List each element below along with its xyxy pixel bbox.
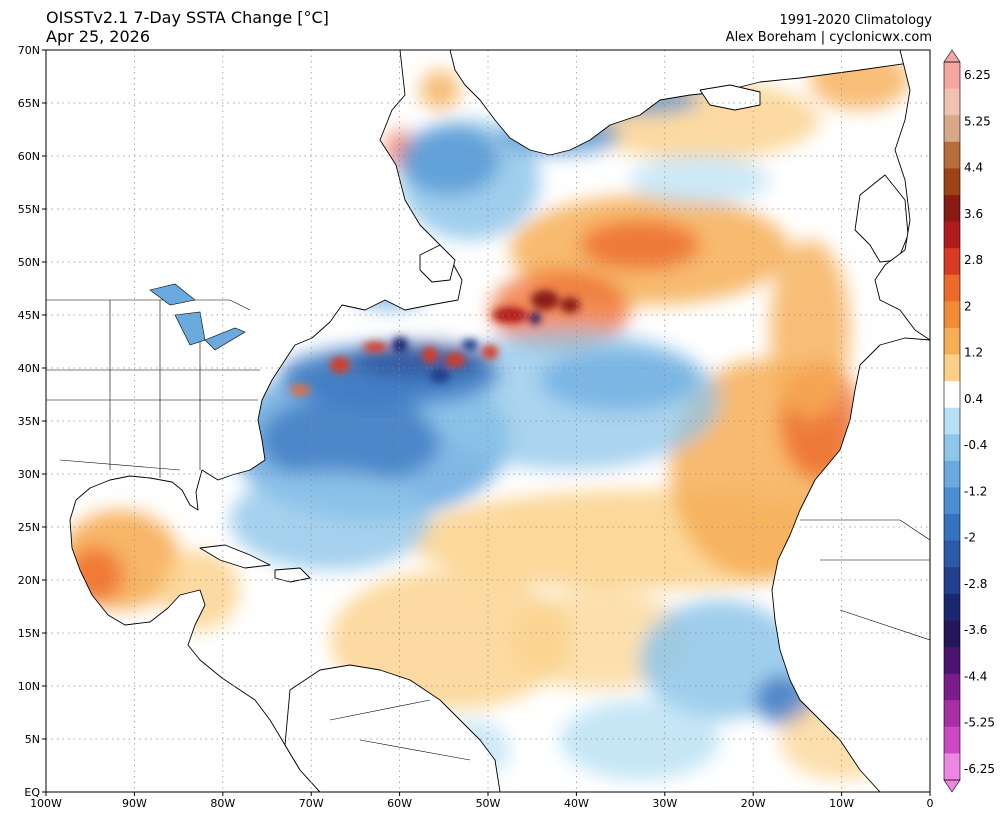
lat-tick-label: 35N (18, 415, 40, 428)
colorbar-label: 4.4 (964, 161, 983, 175)
lon-tick-label: 90W (122, 797, 147, 810)
lat-tick-label: 65N (18, 97, 40, 110)
colorbar-label: 3.6 (964, 207, 983, 221)
colorbar-segment (944, 194, 960, 223)
colorbar-label: -0.4 (964, 438, 987, 452)
colorbar-segment (944, 301, 960, 329)
colorbar-label: 5.25 (964, 114, 991, 128)
borders (46, 299, 930, 761)
colorbar-label: -4.4 (964, 669, 987, 683)
greenland (449, 50, 930, 156)
colorbar-label: 6.25 (964, 68, 991, 82)
gulf-stream-eddies (290, 290, 580, 395)
climatology-label: 1991-2020 Climatology (779, 13, 932, 28)
colorbar-segment (944, 514, 960, 542)
lon-tick-label: 30W (652, 797, 677, 810)
lat-tick-label: EQ (24, 786, 40, 799)
cuba (199, 544, 271, 569)
colorbar-segment (944, 540, 960, 568)
colorbar-segment (944, 141, 960, 169)
colorbar-min-arrow (943, 779, 961, 793)
colorbar-segment (944, 327, 960, 356)
north-america (46, 50, 463, 792)
colorbar-label: 0.4 (964, 392, 983, 406)
colorbar-label: -2 (964, 531, 976, 545)
colorbar-segment (944, 460, 960, 488)
south-america (284, 664, 501, 792)
colorbar-segment (944, 620, 960, 648)
author-credit: Alex Boreham | cyclonicwx.com (725, 30, 932, 45)
credit-block: 1991-2020 Climatology Alex Boreham | cyc… (726, 12, 932, 46)
iceland (699, 84, 761, 111)
lon-tick-label: 40W (564, 797, 589, 810)
colorbar-segment (944, 753, 960, 781)
lat-tick-label: 15N (18, 627, 40, 640)
lon-tick-label: 20W (741, 797, 766, 810)
colorbar-segment (944, 434, 960, 462)
longitude-axis: 100W 90W 80W 70W 60W 50W 40W 30W 20W 10W 0 (30, 792, 934, 810)
colorbar-segment (944, 62, 960, 90)
map-plot-area (46, 50, 930, 792)
colorbar-label: -2.8 (964, 577, 987, 591)
lat-tick-label: 50N (18, 256, 40, 269)
colorbar-label: -6.25 (964, 762, 995, 776)
newfoundland (419, 244, 456, 283)
lat-tick-label: 5N (25, 733, 40, 746)
lon-tick-label: 100W (30, 797, 62, 810)
lat-tick-label: 25N (18, 521, 40, 534)
lon-tick-label: 0 (927, 797, 934, 810)
lon-tick-label: 50W (476, 797, 501, 810)
colorbar-segment (944, 567, 960, 595)
lat-tick-label: 55N (18, 203, 40, 216)
colorbar-segment (944, 726, 960, 754)
colorbar-segment (944, 168, 960, 196)
lat-tick-label: 20N (18, 574, 40, 587)
colorbar-max-arrow (943, 49, 961, 63)
map-title: OISSTv2.1 7-Day SSTA Change [°C] (46, 8, 329, 27)
colorbar-label: -1.2 (964, 484, 987, 498)
lat-tick-label: 45N (18, 309, 40, 322)
colorbar-label: 2 (964, 299, 972, 313)
colorbar-segment (944, 647, 960, 675)
latitude-axis: 70N 65N 60N 55N 50N 45N 40N 35N 30N 25N 20N 15N 10N 5… (18, 44, 46, 799)
lon-tick-label: 10W (829, 797, 854, 810)
colorbar-label: -5.25 (964, 716, 995, 730)
colorbar-segment (944, 407, 960, 435)
colorbar-segment (944, 248, 960, 276)
lat-tick-label: 70N (18, 44, 40, 57)
great-lakes (149, 283, 246, 351)
lon-tick-label: 60W (387, 797, 412, 810)
colorbar-frame (943, 61, 961, 781)
colorbar-segment (944, 487, 960, 515)
land (46, 50, 930, 792)
colorbar-segment (944, 593, 960, 621)
colorbar-label: -3.6 (964, 623, 987, 637)
title-block: OISSTv2.1 7-Day SSTA Change [°C] Apr 25,… (46, 8, 329, 46)
colorbar-label: 2.8 (964, 253, 983, 267)
lat-tick-label: 30N (18, 468, 40, 481)
map-date: Apr 25, 2026 (46, 27, 151, 46)
colorbar-segment (944, 274, 960, 302)
lon-tick-label: 70W (299, 797, 324, 810)
colorbar-label: 1.2 (964, 346, 983, 360)
colorbar-segment (944, 381, 960, 409)
lon-tick-label: 80W (210, 797, 235, 810)
europe (874, 50, 930, 341)
lat-tick-label: 40N (18, 362, 40, 375)
colorbar: 6.25 5.25 4.4 3.6 2.8 2 1.2 0.4 -0.4 -1.2 -2 -2.8 -3… (943, 49, 995, 793)
lat-tick-label: 10N (18, 680, 40, 693)
africa (771, 337, 930, 792)
colorbar-segment (944, 700, 960, 728)
colorbar-segment (944, 88, 960, 116)
colorbar-segment (944, 115, 960, 143)
colorbar-segment (944, 354, 960, 382)
colorbar-segment (944, 673, 960, 701)
colorbar-segment (944, 221, 960, 249)
lat-tick-label: 60N (18, 150, 40, 163)
